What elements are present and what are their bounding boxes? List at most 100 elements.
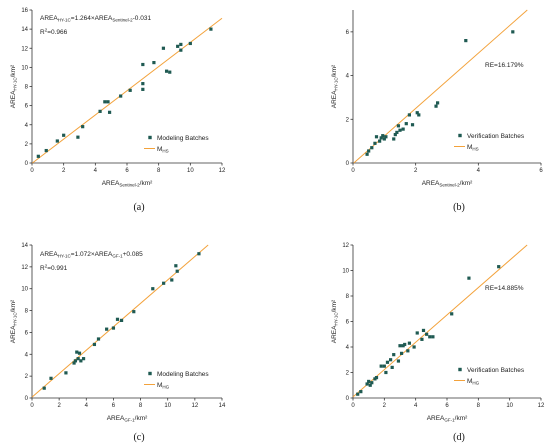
data-point — [450, 312, 454, 316]
data-point — [373, 141, 377, 145]
data-point — [76, 357, 80, 361]
data-point — [392, 353, 396, 357]
data-point — [103, 100, 107, 104]
data-point — [356, 392, 360, 396]
y-tick-label: 0 — [346, 161, 350, 167]
y-axis-label: AREAHY-1C/km² — [10, 64, 18, 108]
y-tick-label: 0 — [346, 396, 350, 402]
data-point — [115, 317, 120, 321]
legend-point-swatch — [148, 371, 152, 376]
equation-annotation-part-2: =1.072×AREA — [71, 251, 113, 258]
y-tick-label: 16 — [21, 8, 28, 14]
r2-annotation-r2-part-2: =0.966 — [47, 29, 67, 36]
data-point — [77, 351, 82, 355]
y-axis-label-part-0: AREA — [331, 90, 338, 108]
x-tick-label: 8 — [139, 403, 143, 409]
r2-annotation-r2-part-1: 2 — [45, 28, 48, 33]
y-tick-label: 4 — [25, 123, 29, 129]
y-axis-label-part-1: HY-1C — [13, 312, 18, 326]
data-point — [359, 390, 363, 394]
data-point — [385, 360, 390, 364]
data-point — [152, 60, 156, 65]
data-point — [168, 70, 172, 74]
data-point — [119, 318, 124, 323]
legend: Verification Batches MHS — [454, 133, 525, 152]
x-axis-label-part-1: Sentinel-2 — [439, 183, 460, 188]
data-point — [392, 137, 396, 141]
data-point — [132, 310, 136, 314]
y-tick-label: 2 — [25, 374, 29, 380]
y-tick-label: 14 — [21, 243, 28, 249]
x-axis-label-part-1: GF-1 — [124, 418, 135, 423]
data-point — [464, 39, 468, 43]
data-point — [162, 281, 166, 285]
x-tick-label: 12 — [538, 403, 545, 409]
legend-line-label: MHG — [157, 382, 170, 390]
r2-annotation-r2-part-2: =0.991 — [47, 265, 67, 272]
re-annotation: RE=14.885% — [485, 285, 524, 292]
legend-points-label: Modeling Batches — [157, 135, 209, 142]
data-point — [415, 111, 419, 115]
x-axis-label-part-0: AREA — [422, 180, 440, 187]
x-axis-label-part-0: AREA — [107, 415, 125, 422]
chart-panel-2: 0 2 4 6 8 10 12 1402468101214AREAGF-1/km²AREAHY… — [10, 243, 226, 443]
x-axis-label: AREASentinel-2/km² — [102, 180, 153, 188]
x-tick-label: 14 — [219, 403, 226, 409]
data-point — [384, 370, 388, 375]
panel-label: (a) — [133, 202, 144, 213]
y-tick-label: 10 — [21, 65, 28, 71]
y-axis-label-group: AREAHY-1C/km² — [331, 299, 339, 343]
equation-annotation-part-4: -0.031 — [133, 15, 152, 22]
data-point — [404, 122, 408, 126]
x-tick-label: 6 — [112, 403, 116, 409]
y-tick-label: 14 — [21, 27, 28, 33]
x-axis-label-part-2: /km² — [135, 415, 148, 422]
data-point — [374, 135, 379, 139]
y-tick-label: 8 — [346, 294, 350, 300]
x-tick-label: 6 — [445, 403, 449, 409]
data-point — [209, 27, 213, 31]
data-point — [421, 328, 426, 333]
panel-label: (d) — [453, 432, 465, 443]
data-point — [393, 132, 397, 137]
y-axis-label-part-2: /km² — [10, 299, 17, 312]
y-tick-label: 4 — [25, 352, 29, 358]
data-point — [92, 342, 97, 347]
r2-annotation-r2-part-0: R — [40, 29, 45, 36]
panel-label: (b) — [453, 202, 465, 213]
re-annotation: RE=16.179% — [485, 62, 524, 69]
y-tick-label: 4 — [346, 345, 350, 351]
equation-annotation-part-3: GF-1 — [112, 254, 123, 259]
data-point — [365, 152, 369, 156]
data-point — [382, 137, 386, 141]
y-axis-label: AREAHY-1C/km² — [331, 299, 339, 343]
x-axis-label: AREAGF-1/km² — [107, 415, 148, 423]
data-point — [75, 350, 79, 354]
legend-line-label-part-0: M — [157, 146, 162, 153]
data-point — [119, 94, 123, 98]
data-point — [141, 82, 145, 86]
data-point — [398, 128, 402, 132]
data-point — [76, 135, 80, 139]
data-point — [379, 364, 383, 368]
legend-line-label-part-0: M — [467, 378, 472, 385]
y-axis-label-part-1: HY-1C — [13, 77, 18, 91]
legend-line-label: MHG — [467, 378, 480, 386]
data-point — [73, 359, 78, 363]
y-axis-label-part-0: AREA — [10, 325, 17, 343]
y-axis-label-part-1: HY-1C — [334, 312, 339, 326]
x-axis-label-part-2: /km² — [460, 180, 473, 187]
data-point — [420, 337, 424, 341]
y-tick-label: 0 — [25, 161, 29, 167]
data-point — [174, 264, 178, 268]
data-point — [511, 30, 515, 34]
data-point — [436, 101, 440, 105]
x-tick-label: 0 — [351, 403, 355, 409]
x-axis-label-part-2: /km² — [140, 180, 153, 187]
y-tick-label: 8 — [25, 85, 29, 91]
legend-line-label-part-0: M — [157, 382, 162, 389]
y-tick-label: 6 — [346, 320, 350, 326]
data-point — [179, 48, 183, 52]
data-point — [367, 379, 371, 384]
y-axis-label-group: AREAHY-1C/km² — [10, 299, 18, 343]
